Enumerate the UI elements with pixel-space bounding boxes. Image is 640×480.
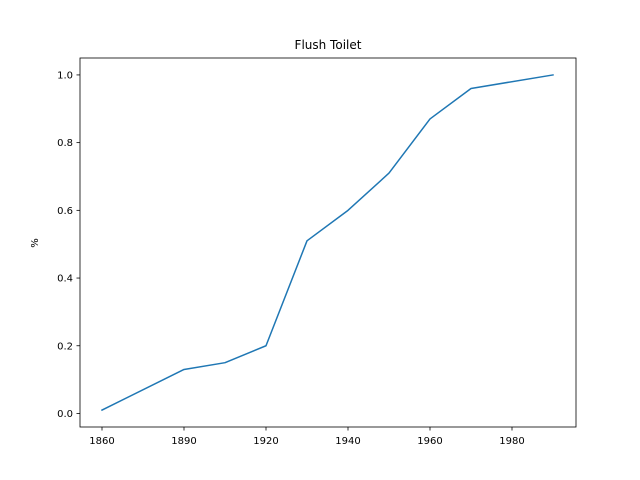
x-tick-label: 1980 — [499, 436, 524, 447]
chart-title: Flush Toilet — [295, 38, 362, 52]
y-tick-label: 0.6 — [57, 206, 73, 217]
x-tick-label: 1890 — [171, 436, 196, 447]
x-tick-label: 1960 — [417, 436, 442, 447]
y-tick-label: 0.2 — [57, 341, 73, 352]
plot-area: 0.0 0.2 0.4 0.6 0.8 1.0 1860 1890 1920 1940 1960 19… — [57, 57, 577, 447]
x-tick-label: 1860 — [89, 436, 114, 447]
x-tick-label: 1940 — [335, 436, 360, 447]
axes-frame — [79, 57, 577, 428]
y-tick-label: 0.8 — [57, 138, 73, 149]
y-tick-label: 0.4 — [57, 274, 73, 285]
y-tick-label: 0.0 — [57, 409, 73, 420]
y-axis-label: % — [30, 238, 41, 248]
x-tick-label: 1920 — [253, 436, 278, 447]
series-line — [100, 74, 554, 412]
y-tick-label: 1.0 — [57, 70, 73, 81]
